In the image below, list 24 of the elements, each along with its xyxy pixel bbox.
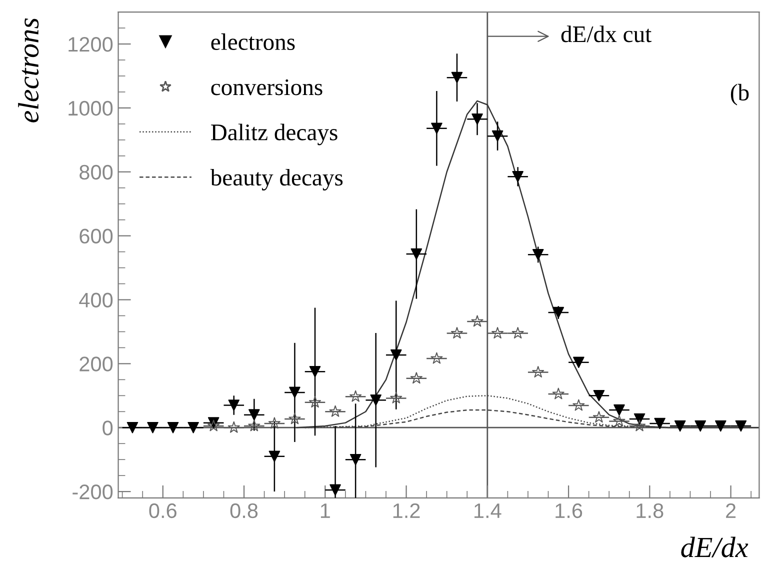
y-axis-title: electrons [18, 18, 39, 122]
y-tick-label: 1200 [68, 37, 113, 52]
y-tick-label: 600 [80, 228, 113, 244]
legend-label: beauty decays [210, 168, 343, 190]
legend-label: electrons [211, 33, 295, 50]
x-tick-label: 1.6 [556, 503, 582, 518]
annotation: dE/dx cut [561, 26, 652, 42]
legend-label: Dalitz decays [211, 124, 338, 146]
annotation: (b [730, 84, 749, 106]
x-tick-label: 0.8 [230, 503, 258, 518]
x-tick-label: 2 [726, 503, 736, 518]
y-tick-label: 400 [79, 292, 113, 308]
y-tick-label: 800 [80, 164, 113, 180]
y-tick-label: 1000 [68, 100, 113, 116]
x-tick-label: 1 [320, 504, 330, 518]
x-tick-label: 1.4 [474, 504, 502, 518]
x-tick-label: 0.6 [149, 503, 176, 518]
legend-label: conversions [211, 79, 322, 96]
y-tick-label: -200 [72, 484, 113, 500]
y-tick-label: 0 [102, 420, 113, 436]
y-tick-label: 200 [80, 356, 113, 372]
x-axis-title: dE/dx [681, 536, 748, 558]
x-tick-label: 1.8 [636, 503, 664, 518]
x-tick-label: 1.2 [393, 503, 420, 518]
